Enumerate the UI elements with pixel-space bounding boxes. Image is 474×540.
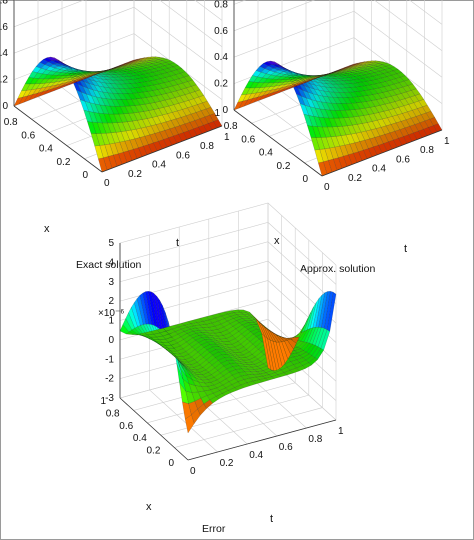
grid-line xyxy=(233,0,443,52)
z-tick-label: 0.6 xyxy=(214,26,228,37)
t-tick-label: 0.6 xyxy=(396,154,410,165)
x-axis-label: x xyxy=(274,235,280,247)
t-tick-label: 0.4 xyxy=(152,160,166,171)
t-tick-label: 0.2 xyxy=(128,169,142,180)
x-tick-label: 0 xyxy=(302,174,308,185)
grid-line xyxy=(119,202,337,266)
z-tick-label: 0.4 xyxy=(214,52,228,63)
t-tick-label: 1 xyxy=(224,132,230,143)
axes-lines xyxy=(13,0,223,173)
grid-line xyxy=(13,0,223,21)
z-tick-label: 0.6 xyxy=(0,22,8,33)
surface xyxy=(13,56,223,173)
z-tick-label: 0 xyxy=(222,105,228,116)
x-tick-label: 0.6 xyxy=(241,134,255,145)
t-tick-label: 0.4 xyxy=(372,164,386,175)
x-tick-label: 0.2 xyxy=(56,157,70,168)
t-tick-label: 0.4 xyxy=(249,450,263,461)
z-tick-label: -3 xyxy=(105,393,114,404)
caption-approx: Approx. solution xyxy=(300,263,375,275)
x-tick-label: 0.6 xyxy=(119,421,133,432)
x-tick-label: 0.2 xyxy=(276,161,290,172)
t-tick-label: 0.8 xyxy=(200,141,214,152)
x-axis-line xyxy=(119,397,189,461)
x-tick-label: 0.2 xyxy=(146,446,160,457)
t-tick-label: 0.2 xyxy=(220,458,234,469)
tick-labels: 00.20.40.60.8100.20.40.60.8100.20.40.60.… xyxy=(0,0,230,189)
z-tick-label: 0.2 xyxy=(214,79,228,90)
grid-line xyxy=(13,0,223,48)
grid-line xyxy=(149,235,218,453)
z-tick-label: 0.8 xyxy=(214,0,228,10)
z-tick-label: 0.8 xyxy=(0,0,8,6)
grid-line xyxy=(233,0,443,25)
x-axis-line xyxy=(13,105,103,173)
t-axis-label: t xyxy=(270,513,273,525)
t-axis-line xyxy=(187,419,337,461)
axes-lines xyxy=(119,243,337,461)
x-tick-label: 0 xyxy=(168,458,174,469)
x-tick-label: 0.4 xyxy=(259,148,273,159)
grid-line xyxy=(119,222,337,285)
surface-patch xyxy=(13,97,23,107)
t-axis-label: t xyxy=(404,243,407,255)
grid-line xyxy=(178,227,248,445)
x-tick-label: 0 xyxy=(82,170,88,181)
exact-solution-plot: 00.20.40.60.8100.20.40.60.8100.20.40.60.… xyxy=(0,0,230,271)
t-tick-label: 1 xyxy=(444,136,450,147)
z-tick-label: -2 xyxy=(105,374,114,385)
caption-error: Error xyxy=(202,523,226,535)
t-axis-label: t xyxy=(176,237,179,249)
t-tick-label: 1 xyxy=(338,426,344,437)
z-tick-label: 0.2 xyxy=(0,75,8,86)
t-tick-label: 0.8 xyxy=(420,145,434,156)
z-tick-label: 3 xyxy=(108,277,114,288)
t-tick-label: 0 xyxy=(190,466,196,477)
surface-patch xyxy=(233,101,243,111)
approx-solution-plot: 00.20.40.60.8100.20.40.60.8100.20.40.60.… xyxy=(214,0,450,275)
t-tick-label: 0.2 xyxy=(348,173,362,184)
x-tick-label: 0.8 xyxy=(106,408,120,419)
x-tick-label: 0.4 xyxy=(39,144,53,155)
axes-lines xyxy=(233,0,443,177)
x-tick-label: 0.8 xyxy=(224,121,238,132)
scale-label: ×10⁻⁶ xyxy=(98,308,124,319)
z-tick-label: 5 xyxy=(108,238,114,249)
z-tick-label: -1 xyxy=(105,354,114,365)
x-tick-label: 1 xyxy=(214,108,220,119)
t-axis-line xyxy=(101,125,223,173)
t-tick-label: 0.6 xyxy=(279,442,293,453)
x-tick-label: 0.6 xyxy=(21,130,35,141)
t-tick-label: 0 xyxy=(324,182,330,193)
surface xyxy=(233,60,443,177)
z-tick-label: 1 xyxy=(108,316,114,327)
t-axis-line xyxy=(321,129,443,177)
t-tick-label: 0 xyxy=(104,178,110,189)
surface-patch xyxy=(119,324,130,335)
t-tick-label: 0.6 xyxy=(176,150,190,161)
z-tick-label: 2 xyxy=(108,296,114,307)
x-tick-label: 0.8 xyxy=(4,117,18,128)
z-tick-label: 0.4 xyxy=(0,48,8,59)
x-axis-label: x xyxy=(146,501,152,513)
tick-labels: 00.20.40.60.8100.20.40.60.8100.20.40.60.… xyxy=(214,0,450,193)
z-tick-label: 0 xyxy=(2,101,8,112)
x-tick-label: 1 xyxy=(100,396,106,407)
z-tick-label: 4 xyxy=(108,257,114,268)
x-axis-line xyxy=(233,109,323,177)
surface xyxy=(119,291,337,434)
x-axis-label: x xyxy=(44,223,50,235)
x-tick-label: 0.4 xyxy=(133,433,147,444)
error-plot: 00.20.40.60.8100.20.40.60.81-3-2-1012345… xyxy=(98,202,344,535)
z-tick-label: 0 xyxy=(108,335,114,346)
t-tick-label: 0.8 xyxy=(308,434,322,445)
caption-exact: Exact solution xyxy=(76,259,142,271)
